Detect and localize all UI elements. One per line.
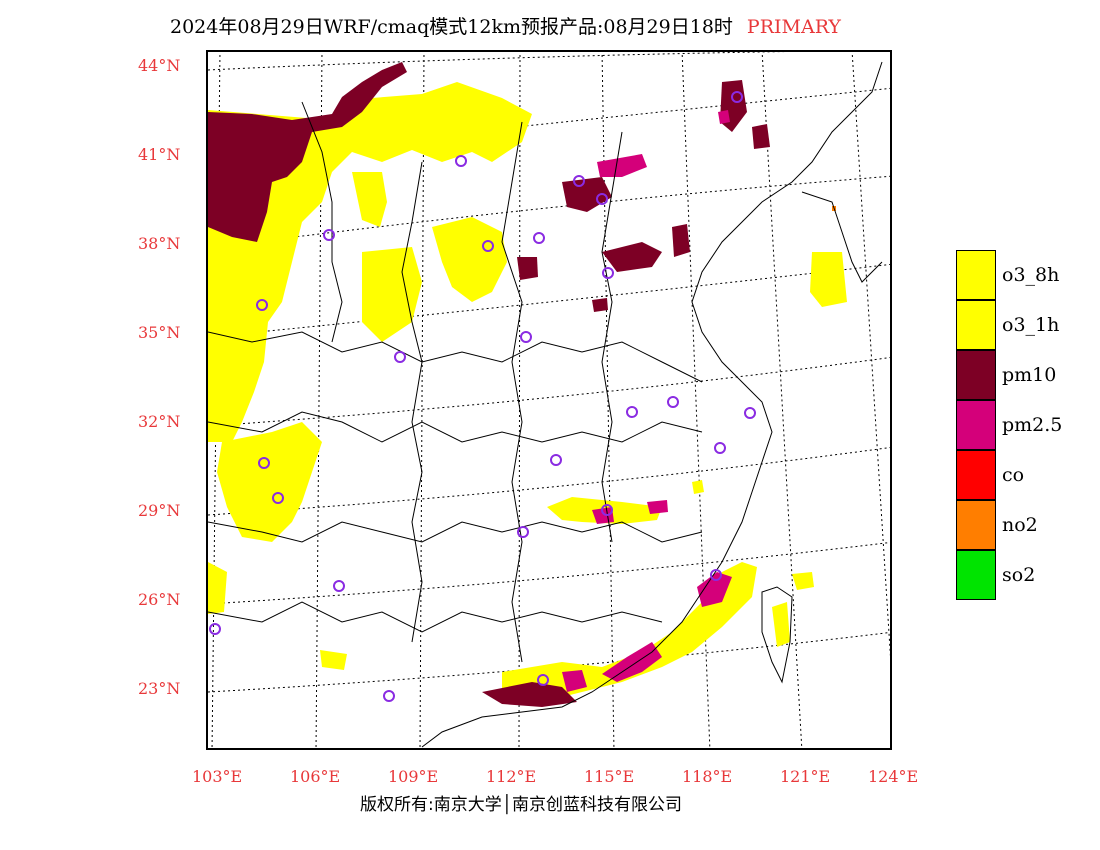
lon-label-121: 121°E	[780, 767, 831, 786]
legend-swatch-co	[956, 450, 996, 500]
city-markers	[209, 91, 756, 702]
pm10-coverage	[208, 62, 770, 707]
lon-label-115: 115°E	[584, 767, 635, 786]
o3-coverage	[208, 82, 847, 702]
legend-swatch-no2	[956, 500, 996, 550]
map-frame	[206, 50, 892, 750]
lat-label-26: 26°N	[138, 590, 181, 609]
lat-label-44: 44°N	[138, 56, 181, 75]
legend-label-no2: no2	[1002, 514, 1038, 536]
lat-label-38: 38°N	[138, 234, 181, 253]
lon-label-106: 106°E	[290, 767, 341, 786]
lon-label-109: 109°E	[388, 767, 439, 786]
legend-swatch-pm25	[956, 400, 996, 450]
legend-item-pm25: pm2.5	[956, 400, 1096, 450]
lat-label-41: 41°N	[138, 145, 181, 164]
lon-label-112: 112°E	[486, 767, 537, 786]
lat-label-32: 32°N	[138, 412, 181, 431]
forecast-map	[208, 52, 890, 748]
legend-item-o3-1h: o3_1h	[956, 300, 1096, 350]
lat-label-35: 35°N	[138, 323, 181, 342]
lon-label-124: 124°E	[868, 767, 919, 786]
legend-label-o3-8h: o3_8h	[1002, 264, 1060, 286]
legend-swatch-o3-8h	[956, 250, 996, 300]
title-mode: PRIMARY	[746, 16, 841, 38]
title-main: 2024年08月29日WRF/cmaq模式12km预报产品:08月29日18时	[170, 16, 733, 38]
legend-item-o3-8h: o3_8h	[956, 250, 1096, 300]
legend-label-pm25: pm2.5	[1002, 414, 1063, 436]
legend-item-co: co	[956, 450, 1096, 500]
copyright-text: 版权所有:南京大学│南京创蓝科技有限公司	[360, 795, 682, 815]
legend-label-co: co	[1002, 464, 1025, 486]
legend-label-o3-1h: o3_1h	[1002, 314, 1060, 336]
legend-label-pm10: pm10	[1002, 364, 1057, 386]
legend-swatch-o3-1h	[956, 300, 996, 350]
pm25-coverage	[562, 110, 732, 692]
legend-item-no2: no2	[956, 500, 1096, 550]
legend-item-pm10: pm10	[956, 350, 1096, 400]
map-title: 2024年08月29日WRF/cmaq模式12km预报产品:08月29日18时 P…	[170, 12, 841, 39]
legend-label-so2: so2	[1002, 564, 1036, 586]
lat-label-23: 23°N	[138, 679, 181, 698]
legend-swatch-pm10	[956, 350, 996, 400]
lon-label-103: 103°E	[192, 767, 243, 786]
legend-item-so2: so2	[956, 550, 1096, 600]
lat-label-29: 29°N	[138, 501, 181, 520]
legend-swatch-so2	[956, 550, 996, 600]
lon-label-118: 118°E	[682, 767, 733, 786]
